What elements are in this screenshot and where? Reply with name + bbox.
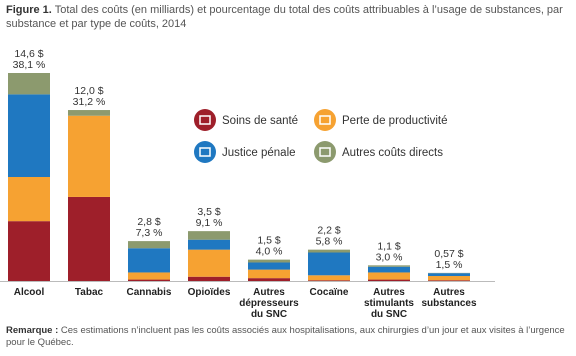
note-text: Ces estimations n’incluent pas les coûts… <box>6 325 565 348</box>
bar-segment <box>8 221 50 281</box>
total-label: 14,6 $ <box>14 48 43 60</box>
share-label: 9,1 % <box>196 217 223 229</box>
title-text: Total des coûts (en milliards) et pource… <box>6 4 563 30</box>
bar-segment <box>68 110 110 116</box>
x-tick-label: Tabac <box>74 287 104 298</box>
legend-icon-glyph <box>319 115 331 125</box>
bar-segment <box>368 266 410 273</box>
legend-icon <box>194 141 216 163</box>
total-label: 2,2 $ <box>317 225 341 237</box>
share-label: 1,5 % <box>436 259 463 271</box>
share-label: 3,0 % <box>376 251 403 263</box>
legend-icon-glyph <box>199 147 211 157</box>
bar-segment <box>188 239 230 250</box>
bar-segment <box>68 196 110 281</box>
bar-segment <box>8 177 50 222</box>
total-label: 2,8 $ <box>137 216 161 228</box>
x-tick-label: Autres dépresseurs du SNC <box>239 287 299 320</box>
x-tick-label: Cocaïne <box>309 287 349 298</box>
share-label: 38,1 % <box>13 59 46 71</box>
bar-segment <box>308 249 350 253</box>
bar-segment <box>368 272 410 280</box>
x-tick-label: Alcool <box>13 287 45 298</box>
bar-segment <box>308 252 350 276</box>
share-label: 5,8 % <box>316 236 343 248</box>
share-label: 7,3 % <box>136 227 163 239</box>
bar-segment <box>308 275 350 281</box>
bar-segment <box>368 279 410 281</box>
bar-segment <box>428 273 470 277</box>
bar-segment <box>308 280 350 281</box>
x-tick-label: Autres stimulants du SNC <box>363 287 414 320</box>
note: Remarque : Ces estimations n’incluent pa… <box>6 325 566 349</box>
total-label: 12,0 $ <box>74 85 103 97</box>
legend-icon-glyph <box>199 115 211 125</box>
share-label: 4,0 % <box>256 246 283 258</box>
bar-segment <box>428 276 470 281</box>
legend-label: Perte de productivité <box>342 115 447 127</box>
x-tick-label: Opioïdes <box>187 287 231 298</box>
title-label: Figure 1. <box>6 4 52 16</box>
legend-icon-glyph <box>319 147 331 157</box>
bar-segment <box>68 115 110 197</box>
legend-icon <box>194 109 216 131</box>
bar-segment <box>428 280 470 281</box>
chart-title: Figure 1. Total des coûts (en milliards)… <box>6 3 566 31</box>
legend-icon <box>314 109 336 131</box>
bar-segment <box>128 248 170 273</box>
bar-segment <box>8 94 50 177</box>
bar-segment <box>188 276 230 281</box>
legend-icon <box>314 141 336 163</box>
bar-segment <box>8 73 50 95</box>
bar-segment <box>128 279 170 281</box>
bar-segment <box>248 278 290 281</box>
total-label: 1,5 $ <box>257 235 281 247</box>
share-label: 31,2 % <box>73 96 106 108</box>
bar-segment <box>248 262 290 270</box>
bar-segment <box>248 269 290 279</box>
note-label: Remarque : <box>6 325 59 336</box>
x-tick-label: Autres substances <box>421 287 477 309</box>
legend-label: Autres coûts directs <box>342 147 443 159</box>
total-label: 3,5 $ <box>197 206 221 218</box>
total-label: 1,1 $ <box>377 240 401 252</box>
legend-label: Justice pénale <box>222 147 296 159</box>
total-label: 0,57 $ <box>434 248 463 260</box>
legend-label: Soins de santé <box>222 115 298 127</box>
bar-segment <box>368 265 410 267</box>
bar-segment <box>188 231 230 240</box>
bar-segment <box>248 259 290 263</box>
bar-segment <box>128 272 170 280</box>
bar-segment <box>128 241 170 249</box>
bar-segment <box>188 249 230 277</box>
x-tick-label: Cannabis <box>126 287 172 298</box>
